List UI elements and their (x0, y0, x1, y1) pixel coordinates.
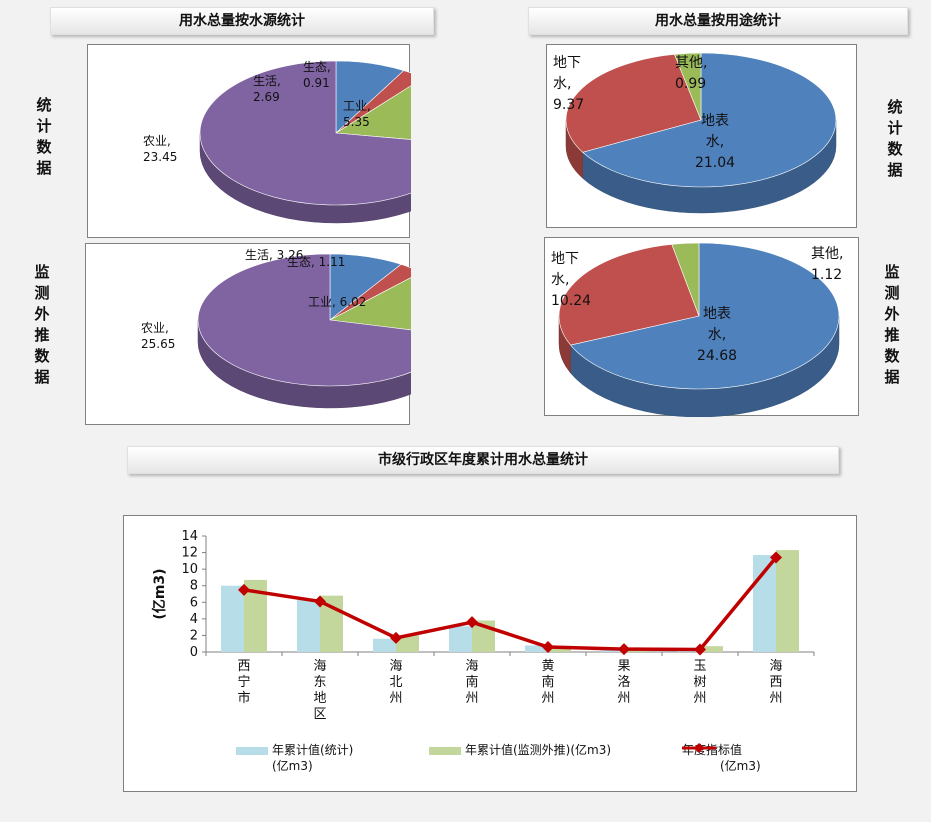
line-marker-西宁市 (238, 583, 250, 596)
legend-swatch-target (682, 743, 716, 753)
bar-stat-果洛州 (601, 650, 624, 652)
bar-stat-海北州 (373, 638, 396, 652)
bar-stat-西宁市 (221, 585, 244, 652)
y-tick-label: 8 (190, 579, 198, 594)
pie-label-生态: 生态, 0.91 (303, 60, 331, 90)
pie-panel-source-monitor: 生活, 3.26 生态, 1.11 工业, 6.02 农业, 25.65 (85, 243, 411, 425)
x-tick-label: 海南州 (465, 659, 478, 706)
header-usage: 用水总量按用途统计 (528, 7, 908, 35)
x-tick-label: 黄南州 (541, 659, 554, 706)
line-marker-海南州 (466, 616, 478, 629)
x-tick-label: 西宁市 (237, 659, 250, 706)
header-source: 用水总量按水源统计 (50, 7, 434, 35)
pie-label-其他: 其他, 1.12 (811, 246, 843, 283)
y-tick-label: 12 (181, 546, 198, 561)
x-tick-label: 海西州 (769, 659, 782, 706)
pie-slice-地表水 (570, 242, 840, 390)
pie-chart-usage-stat: 地表水, 21.04 地下水, 9.37 其他, 0.99 (553, 52, 837, 214)
pie-label-生态: 生态, 1.11 (287, 255, 345, 269)
x-tick-label: 海东地区 (313, 659, 326, 722)
bar-stat-黄南州 (525, 645, 548, 652)
legend-item-target: 年度指标值 (亿m3) (682, 742, 761, 774)
y-tick-label: 2 (190, 628, 198, 643)
pie-label-地下水: 地下水, 10.24 (551, 251, 591, 309)
pie-label-地表水: 地表水, 21.04 (695, 113, 735, 171)
line-marker-玉树州 (694, 643, 706, 656)
bar-panel-region: 0 2 4 6 8 10 12 14 (亿m3) 西宁市 海东地区 海北州 海南州 黄南州 果洛州 玉树州 海西… (123, 515, 857, 792)
legend-item-stat: 年累计值(统计) (亿m3) (236, 742, 353, 774)
pie-slice-地下水 (558, 244, 700, 346)
bar-monitor-海西州 (776, 550, 799, 652)
pie-label-农业: 农业, 23.45 (143, 134, 177, 164)
pie-slice-地下水 (565, 53, 702, 153)
pie-slice-地表水 (582, 52, 837, 188)
legend-text-target-line2: (亿m3) (720, 759, 761, 773)
y-tick-label: 6 (190, 595, 198, 610)
pie-slice-农业 (197, 253, 411, 387)
pie-label-生活: 生活, 2.69 (253, 74, 281, 104)
y-axis-label: (亿m3) (151, 568, 168, 619)
line-marker-海北州 (390, 631, 402, 644)
bar-monitor-西宁市 (244, 579, 267, 652)
x-tick-label: 海北州 (389, 659, 402, 706)
pie-slice-其他 (674, 52, 702, 121)
bar-monitor-黄南州 (548, 646, 571, 652)
pie-label-工业: 工业, 6.02 (308, 295, 366, 309)
legend-text-monitor: 年累计值(监测外推)(亿m3) (465, 743, 612, 757)
pie-label-地下水: 地下水, 9.37 (553, 55, 584, 113)
pie-slice-工业 (335, 85, 411, 140)
legend-swatch-stat (236, 746, 268, 755)
pie-chart-usage-monitor: 地表水, 24.68 地下水, 10.24 其他, 1.12 (551, 242, 843, 417)
y-tick-label: 0 (190, 645, 198, 660)
x-tick-label: 玉树州 (693, 659, 706, 706)
legend-text-stat-line1: 年累计值(统计) (272, 743, 354, 757)
pie-label-其他: 其他, 0.99 (675, 55, 707, 92)
bar-stat-海南州 (449, 626, 472, 652)
bar-monitor-玉树州 (700, 646, 723, 652)
line-target (243, 556, 778, 652)
pie-label-生活: 生活, 3.26 (245, 248, 303, 262)
pie-label-工业: 工业, 5.35 (343, 99, 371, 129)
x-tick-label: 果洛州 (617, 659, 630, 706)
pie-panel-source-stat: 生活, 2.69 生态, 0.91 工业, 5.35 农业, 23.45 (87, 44, 411, 238)
y-tick-label: 4 (190, 612, 198, 627)
pie-label-农业: 农业, 25.65 (141, 321, 175, 351)
line-marker-海西州 (770, 551, 782, 564)
side-label-left-stat: 统计数据 (36, 96, 52, 177)
pie-slice-其他 (671, 242, 700, 317)
line-marker-黄南州 (542, 641, 554, 654)
pie-panel-usage-stat: 地表水, 21.04 地下水, 9.37 其他, 0.99 (546, 44, 857, 228)
pie-slice-工业 (329, 277, 411, 331)
bar-monitor-海北州 (396, 635, 419, 652)
pie-slice-生态 (329, 264, 411, 321)
pie-slice-农业 (199, 60, 411, 206)
line-marker-海东地区 (314, 595, 326, 608)
y-tick-label: 10 (181, 562, 198, 577)
legend-text-stat-line2: (亿m3) (272, 759, 313, 773)
pie-chart-source-stat: 生活, 2.69 生态, 0.91 工业, 5.35 农业, 23.45 (143, 60, 411, 224)
line-marker-果洛州 (618, 643, 630, 656)
pie-slice-生态 (335, 70, 411, 134)
side-label-right-stat: 统计数据 (887, 98, 903, 179)
bar-stat-海东地区 (297, 599, 320, 652)
legend-item-monitor: 年累计值(监测外推)(亿m3) (429, 742, 611, 758)
pie-label-地表水: 地表水, 24.68 (697, 306, 737, 364)
side-label-right-monitor: 监测外推数据 (884, 263, 900, 386)
legend-swatch-monitor (429, 746, 461, 755)
y-tick-label: 14 (181, 529, 198, 544)
side-label-left-monitor: 监测外推数据 (34, 263, 50, 386)
pie-panel-usage-monitor: 地表水, 24.68 地下水, 10.24 其他, 1.12 (544, 237, 859, 417)
header-region: 市级行政区年度累计用水总量统计 (127, 446, 839, 474)
